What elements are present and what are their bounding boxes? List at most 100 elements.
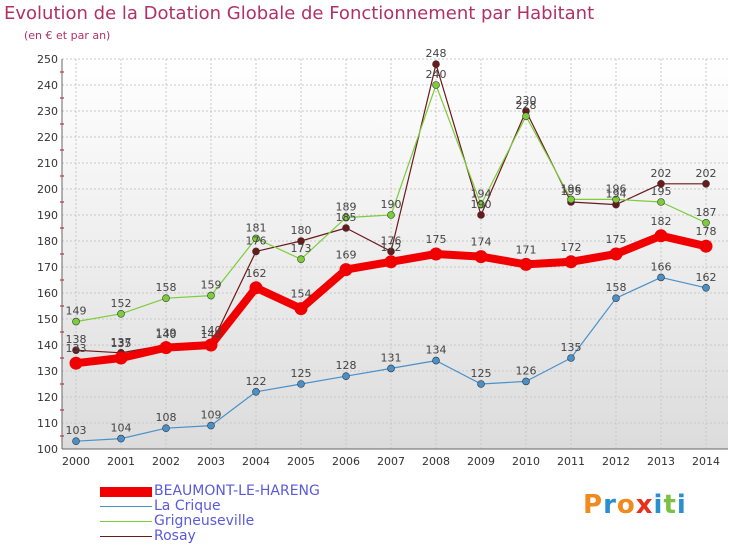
data-label-grigneuseville: 189 bbox=[336, 201, 357, 214]
y-tick-label: 130 bbox=[37, 365, 58, 378]
x-tick-label: 2002 bbox=[152, 455, 180, 468]
data-point-rosay bbox=[432, 60, 440, 68]
data-label-grigneuseville: 159 bbox=[201, 279, 222, 292]
x-tick-label: 2009 bbox=[467, 455, 495, 468]
data-label-la-crique: 109 bbox=[201, 409, 222, 422]
data-point-rosay bbox=[657, 180, 665, 188]
data-label-la-crique: 103 bbox=[66, 424, 87, 437]
logo-letter: P bbox=[583, 490, 604, 520]
data-label-la-crique: 122 bbox=[246, 375, 267, 388]
data-label-grigneuseville: 196 bbox=[561, 182, 582, 195]
data-point-grigneuseville bbox=[477, 200, 485, 209]
legend-label-la-crique: La Crique bbox=[154, 498, 221, 514]
data-point-grigneuseville bbox=[342, 213, 350, 222]
y-tick-label: 240 bbox=[37, 79, 58, 92]
logo-letter: o bbox=[616, 490, 636, 520]
data-label-rosay: 202 bbox=[696, 167, 717, 180]
data-point-rosay bbox=[72, 346, 80, 355]
data-point-la-crique bbox=[252, 387, 260, 396]
x-tick-label: 2004 bbox=[242, 455, 270, 468]
y-tick-label: 210 bbox=[37, 157, 58, 170]
chart-title: Evolution de la Dotation Globale de Fonc… bbox=[4, 3, 595, 24]
data-label-beaumont-le-hareng: 135 bbox=[111, 337, 132, 350]
data-label-grigneuseville: 152 bbox=[111, 297, 132, 310]
y-tick-label: 220 bbox=[37, 131, 58, 144]
data-point-beaumont-le-hareng bbox=[114, 351, 128, 365]
data-label-la-crique: 125 bbox=[291, 367, 312, 380]
data-label-rosay: 137 bbox=[111, 336, 132, 349]
y-tick-label: 180 bbox=[37, 235, 58, 248]
data-point-la-crique bbox=[117, 434, 125, 443]
data-point-rosay bbox=[702, 180, 710, 188]
data-label-rosay: 248 bbox=[426, 47, 447, 60]
data-point-beaumont-le-hareng bbox=[474, 250, 488, 264]
data-point-la-crique bbox=[342, 372, 350, 381]
data-label-beaumont-le-hareng: 175 bbox=[426, 233, 447, 246]
data-label-beaumont-le-hareng: 162 bbox=[246, 267, 267, 280]
data-label-la-crique: 162 bbox=[696, 271, 717, 284]
data-point-grigneuseville bbox=[162, 294, 170, 303]
data-label-grigneuseville: 173 bbox=[291, 242, 312, 255]
data-label-la-crique: 128 bbox=[336, 359, 357, 372]
y-tick-label: 170 bbox=[37, 261, 58, 274]
data-point-grigneuseville bbox=[432, 81, 440, 89]
logo-letter: i bbox=[676, 490, 687, 520]
data-label-la-crique: 135 bbox=[561, 341, 582, 354]
data-point-beaumont-le-hareng bbox=[339, 263, 353, 277]
data-label-beaumont-le-hareng: 172 bbox=[561, 241, 582, 254]
data-point-beaumont-le-hareng bbox=[564, 255, 578, 269]
data-point-beaumont-le-hareng bbox=[69, 356, 83, 370]
data-label-beaumont-le-hareng: 182 bbox=[651, 215, 672, 228]
data-point-grigneuseville bbox=[702, 219, 710, 227]
data-label-grigneuseville: 190 bbox=[381, 198, 402, 211]
x-tick-label: 2010 bbox=[512, 455, 540, 468]
data-point-grigneuseville bbox=[117, 309, 125, 318]
legend-swatch-rosay bbox=[100, 536, 152, 537]
data-label-la-crique: 108 bbox=[156, 411, 177, 424]
legend-label-beaumont: BEAUMONT-LE-HARENG bbox=[154, 483, 320, 499]
logo-letter: x bbox=[635, 490, 654, 520]
y-tick-label: 120 bbox=[37, 391, 58, 404]
data-point-la-crique bbox=[657, 273, 665, 282]
logo-letter: i bbox=[653, 490, 664, 520]
logo-letter: r bbox=[603, 490, 617, 520]
data-label-beaumont-le-hareng: 172 bbox=[381, 241, 402, 254]
data-label-rosay: 176 bbox=[246, 234, 267, 247]
data-point-beaumont-le-hareng bbox=[519, 257, 533, 271]
x-tick-label: 2006 bbox=[332, 455, 360, 468]
data-point-rosay bbox=[477, 211, 485, 219]
data-label-beaumont-le-hareng: 154 bbox=[291, 288, 312, 301]
data-label-la-crique: 166 bbox=[651, 260, 672, 273]
data-label-rosay: 140 bbox=[201, 328, 222, 341]
data-point-grigneuseville bbox=[522, 112, 530, 120]
data-label-grigneuseville: 195 bbox=[651, 185, 672, 198]
data-point-la-crique bbox=[477, 380, 485, 388]
y-tick-label: 160 bbox=[37, 287, 58, 300]
data-label-beaumont-le-hareng: 169 bbox=[336, 249, 357, 262]
data-label-la-crique: 158 bbox=[606, 281, 627, 294]
data-label-rosay: 185 bbox=[336, 211, 357, 224]
y-tick-label: 110 bbox=[37, 417, 58, 430]
data-point-la-crique bbox=[297, 380, 305, 388]
x-tick-label: 2003 bbox=[197, 455, 225, 468]
data-label-rosay: 138 bbox=[66, 333, 87, 346]
data-label-beaumont-le-hareng: 174 bbox=[471, 236, 492, 249]
legend-swatch-beaumont bbox=[100, 487, 152, 497]
proxiti-logo: Proxiti bbox=[583, 490, 687, 520]
data-point-la-crique bbox=[432, 356, 440, 365]
data-point-grigneuseville bbox=[567, 195, 575, 204]
y-tick-label: 150 bbox=[37, 313, 58, 326]
data-label-grigneuseville: 240 bbox=[426, 68, 447, 81]
x-tick-label: 2011 bbox=[557, 455, 585, 468]
data-point-beaumont-le-hareng bbox=[654, 229, 668, 243]
data-label-grigneuseville: 181 bbox=[246, 221, 267, 234]
data-point-beaumont-le-hareng bbox=[384, 255, 398, 269]
data-point-beaumont-le-hareng bbox=[699, 239, 713, 253]
data-label-rosay: 180 bbox=[291, 224, 312, 237]
x-tick-label: 2007 bbox=[377, 455, 405, 468]
data-point-la-crique bbox=[702, 283, 710, 292]
data-label-grigneuseville: 149 bbox=[66, 305, 87, 318]
y-tick-label: 190 bbox=[37, 209, 58, 222]
legend-swatch-grigneuseville bbox=[100, 521, 152, 522]
